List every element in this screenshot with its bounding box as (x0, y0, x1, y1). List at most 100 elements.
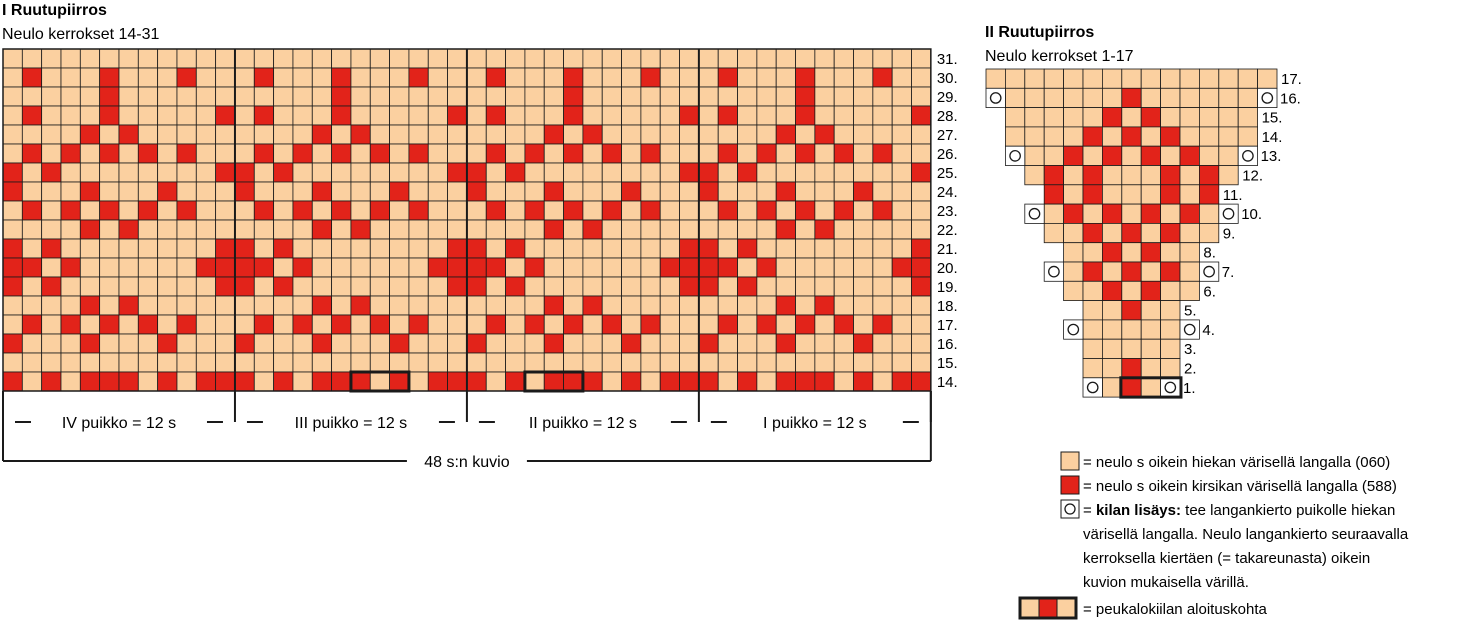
stitch-cell (99, 105, 120, 126)
stitch-cell (833, 352, 854, 373)
yarn-over-icon (1064, 503, 1076, 515)
stitch-cell (872, 276, 893, 297)
stitch-cell (775, 162, 796, 183)
stitch-cell (911, 162, 932, 183)
yarn-over-icon (1048, 265, 1060, 278)
stitch-cell (582, 143, 603, 164)
stitch-cell (814, 295, 835, 316)
stitch-cell (408, 219, 429, 240)
stitch-cell (176, 276, 197, 297)
stitch-cell (79, 181, 101, 202)
stitch-cell (659, 219, 680, 240)
stitch-cell (215, 257, 236, 278)
stitch-cell (427, 257, 448, 278)
stitch-cell (833, 257, 854, 278)
yarn-over-icon (1009, 150, 1021, 162)
stitch-cell (582, 181, 603, 202)
stitch-cell (891, 219, 912, 240)
stitch-cell (99, 352, 120, 373)
stitch-cell (60, 105, 81, 126)
stitch-cell (775, 219, 796, 240)
stitch-cell (427, 67, 448, 88)
stitch-cell (872, 219, 893, 240)
stitch-cell (292, 352, 313, 373)
stitch-cell (1082, 87, 1103, 109)
stitch-cell (543, 276, 564, 297)
row-number-label: 17. (937, 317, 958, 334)
stitch-cell (543, 48, 564, 69)
stitch-cell (563, 314, 584, 335)
stitch-cell (157, 181, 178, 202)
stitch-cell (466, 48, 487, 69)
stitch-cell (331, 143, 352, 164)
stitch-cell (1160, 319, 1181, 340)
stitch-cell (1140, 280, 1161, 301)
stitch-cell (137, 162, 159, 183)
stitch-cell (601, 200, 622, 221)
stitch-cell (1024, 126, 1045, 147)
stitch-cell (505, 276, 526, 297)
stitch-cell (408, 276, 429, 297)
stitch-cell (698, 219, 719, 240)
stitch-cell (737, 219, 758, 240)
stitch-cell (253, 257, 275, 278)
stitch-cell (427, 352, 448, 373)
stitch-cell (427, 371, 448, 392)
stitch-cell (369, 352, 390, 373)
stitch-cell (1121, 145, 1142, 166)
stitch-cell (756, 143, 777, 164)
stitch-cell (853, 352, 874, 373)
stitch-cell (679, 276, 700, 297)
stitch-cell (253, 162, 275, 183)
stitch-cell (1102, 377, 1123, 398)
stitch-cell (99, 314, 120, 335)
stitch-cell (737, 333, 758, 354)
row-number-label: 31. (937, 51, 958, 68)
stitch-cell (1102, 87, 1123, 109)
stitch-cell (466, 333, 487, 354)
stitch-cell (775, 238, 796, 259)
stitch-cell (505, 67, 526, 88)
stitch-cell (176, 105, 197, 126)
stitch-cell (427, 48, 448, 69)
stitch-cell (775, 67, 796, 88)
yarn-over-icon (1203, 265, 1215, 278)
stitch-cell (814, 143, 835, 164)
stitch-cell (99, 48, 120, 69)
stitch-cell (273, 219, 294, 240)
stitch-cell (640, 67, 661, 88)
stitch-cell (891, 48, 912, 69)
stitch-cell (137, 48, 159, 69)
stitch-cell (717, 333, 738, 354)
stitch-cell (1043, 68, 1064, 89)
stitch-cell (137, 200, 159, 221)
stitch-cell (41, 143, 62, 164)
stitch-cell (775, 352, 796, 373)
stitch-cell (737, 48, 758, 69)
stitch-cell (640, 86, 661, 107)
stitch-cell (563, 105, 584, 126)
row-number-label: 19. (937, 279, 958, 296)
stitch-cell (775, 295, 796, 316)
stitch-cell (582, 333, 603, 354)
stitch-cell (1063, 107, 1084, 128)
row-number-label: 3. (1184, 341, 1197, 358)
stitch-cell (659, 295, 680, 316)
stitch-cell (485, 143, 506, 164)
stitch-cell (215, 162, 236, 183)
stitch-cell (176, 86, 197, 107)
stitch-cell (369, 314, 390, 335)
stitch-cell (485, 295, 506, 316)
stitch-cell (621, 143, 642, 164)
stitch-cell (292, 48, 313, 69)
stitch-cell (891, 105, 912, 126)
stitch-cell (331, 200, 352, 221)
stitch-cell (466, 105, 487, 126)
stitch-cell (756, 48, 777, 69)
stitch-cell (1024, 145, 1045, 166)
stitch-cell (756, 257, 777, 278)
stitch-cell (621, 333, 642, 354)
stitch-cell (1218, 145, 1239, 166)
stitch-cell (679, 257, 700, 278)
